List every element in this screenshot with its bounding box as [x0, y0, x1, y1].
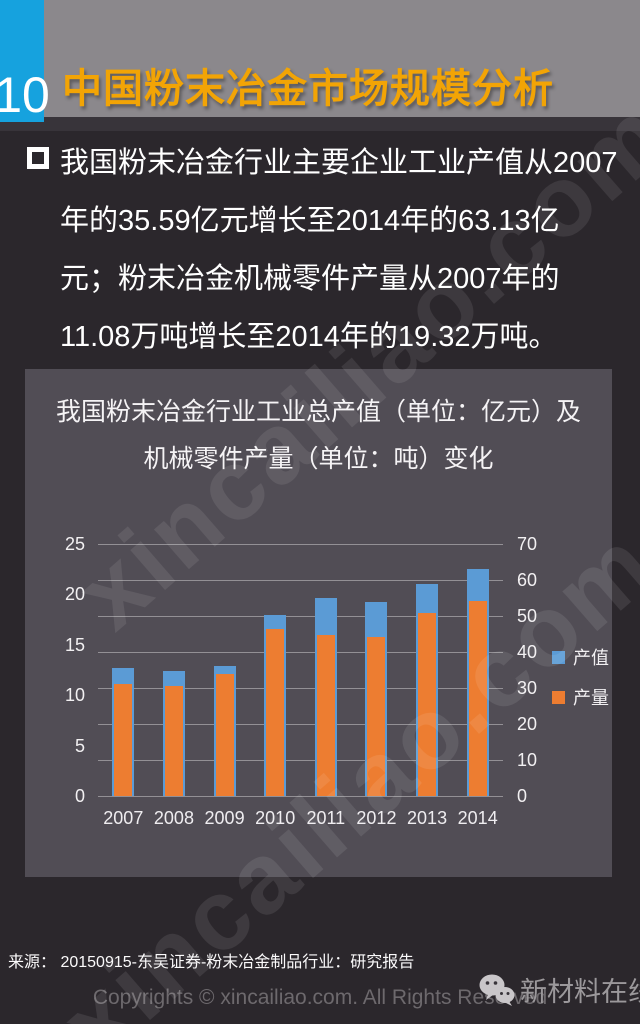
x-axis-label: 2009: [204, 808, 245, 828]
gridline: [98, 580, 503, 581]
left-axis-tick: 20: [64, 584, 85, 605]
bar-产量-2014: [468, 601, 487, 796]
x-axis-label: 2013: [407, 808, 448, 828]
gridline: [98, 796, 503, 797]
x-axis-label: 2011: [306, 808, 346, 828]
legend-item-产值: 产值: [552, 637, 609, 677]
legend-item-产量: 产量: [552, 677, 609, 717]
gridline: [98, 724, 503, 725]
legend-label: 产值: [573, 648, 609, 668]
source-citation: 来源： 20150915-东吴证券-粉末冶金制品行业：研究报告: [8, 954, 415, 971]
right-axis-tick: 30: [517, 678, 538, 698]
page-title: 中国粉末冶金市场规模分析: [62, 67, 554, 111]
bar-产量-2013: [418, 612, 437, 796]
bar-产量-2010: [266, 628, 285, 796]
gridline: [98, 652, 503, 653]
legend-swatch-icon: [552, 690, 565, 704]
right-axis-tick: 70: [517, 534, 538, 554]
right-axis-tick: 20: [517, 714, 538, 734]
chart-title-line2: 机械零件产量（单位：吨）变化: [143, 445, 494, 473]
chart-panel: 我国粉末冶金行业工业总产值（单位：亿元）及 机械零件产量（单位：吨）变化 0 5 1…: [25, 369, 612, 877]
header-strip: [0, 0, 640, 117]
right-axis-tick: 10: [517, 750, 538, 770]
brand-name: 新材料在线: [520, 977, 640, 1007]
body-line: 年的35.59亿元增长至2014年的63.13亿: [60, 205, 560, 237]
x-axis-label: 2012: [356, 808, 397, 828]
bar-产量-2011: [316, 634, 335, 796]
header-shadow-band: [0, 117, 640, 131]
right-axis-tick: 0: [517, 786, 528, 806]
gridline: [98, 544, 503, 545]
wechat-icon: [479, 974, 515, 1006]
body-paragraph: 我国粉末冶金行业主要企业工业产值从2007 年的35.59亿元增长至2014年的…: [60, 134, 625, 366]
chart-title-line1: 我国粉末冶金行业工业总产值（单位：亿元）及: [55, 398, 581, 426]
slide-number: 10: [0, 67, 50, 123]
bar-产量-2008: [164, 686, 183, 796]
bar-产量-2012: [367, 636, 386, 796]
x-axis-label: 2014: [457, 808, 498, 828]
brand-block: 新材料在线: [478, 970, 640, 1009]
x-axis-label: 2010: [255, 808, 296, 828]
copyright-text: Copyrights © xincailiao.com. All Rights …: [92, 986, 548, 1009]
legend-swatch-icon: [552, 650, 565, 664]
left-axis-tick: 25: [64, 534, 85, 554]
legend-label: 产量: [573, 688, 609, 708]
chart-legend: 产值 产量: [552, 637, 609, 717]
body-line: 11.08万吨增长至2014年的19.32万吨。: [60, 321, 558, 353]
body-line: 元；粉末冶金机械零件产量从2007年的: [60, 263, 560, 295]
right-axis-tick: 60: [517, 570, 538, 590]
bar-产量-2007: [114, 684, 133, 796]
left-axis-tick: 5: [74, 735, 85, 756]
slide-number-badge: 10: [0, 0, 50, 122]
bar-产量-2009: [215, 674, 234, 796]
body-line: 我国粉末冶金行业主要企业工业产值从2007: [60, 147, 618, 179]
x-axis-label: 2008: [153, 808, 194, 828]
gridline: [98, 760, 503, 761]
left-axis-tick: 15: [64, 634, 85, 655]
chart-title: 我国粉末冶金行业工业总产值（单位：亿元）及 机械零件产量（单位：吨）变化: [25, 389, 612, 483]
right-axis-tick: 40: [517, 642, 538, 662]
gridline: [98, 616, 503, 617]
gridline: [98, 688, 503, 689]
left-axis-tick: 0: [74, 786, 85, 806]
right-axis-tick: 50: [517, 606, 538, 626]
left-axis-tick: 10: [64, 685, 85, 706]
bullet-square-icon: [27, 147, 49, 169]
x-axis-label: 2007: [103, 808, 144, 828]
chart-plot-area: [98, 544, 503, 797]
